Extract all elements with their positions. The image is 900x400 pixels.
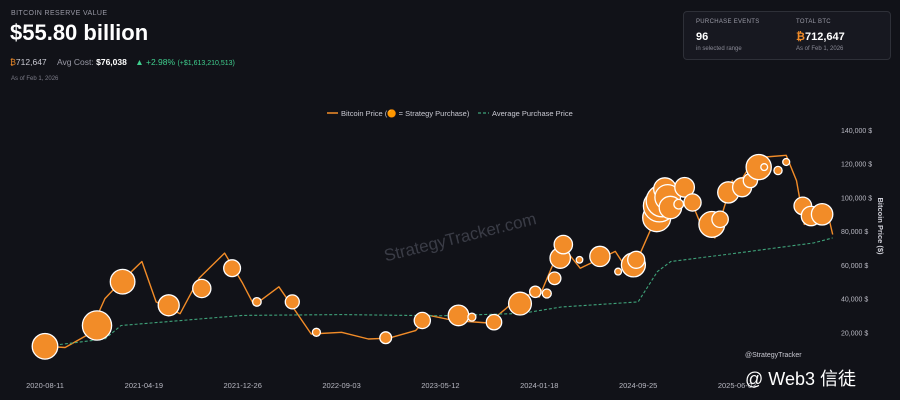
purchase-bubble <box>760 163 769 172</box>
purchase-bubble <box>507 291 533 316</box>
purchase-bubble <box>553 234 574 255</box>
purchase-bubble <box>575 255 584 264</box>
purchase-events-title: PURCHASE EVENTS <box>696 19 760 25</box>
purchase-bubble <box>413 311 432 330</box>
avg-cost-label: Avg Cost: <box>57 57 94 67</box>
btc-symbol: ₿ <box>10 58 16 67</box>
y-tick-label: 20,000 $ <box>841 330 868 337</box>
reserve-label: BITCOIN RESERVE VALUE <box>11 10 108 17</box>
x-tick-label: 2023-05-12 <box>421 381 459 390</box>
total-btc-value: ₿712,647 <box>796 31 845 43</box>
x-tick-label: 2024-09-25 <box>619 381 657 390</box>
purchase-bubble <box>614 267 623 276</box>
average-price-line <box>44 237 833 347</box>
purchase-bubble <box>745 153 772 181</box>
purchase-bubble <box>447 304 470 327</box>
y-tick-label: 120,000 $ <box>841 162 872 169</box>
purchase-bubble <box>109 268 136 295</box>
purchase-bubble <box>674 176 696 198</box>
x-tick-label: 2025-06-03 <box>718 381 756 390</box>
purchase-bubble <box>251 296 262 307</box>
y-tick-label: 40,000 $ <box>841 297 868 304</box>
purchase-bubble <box>284 294 300 310</box>
y-tick-label: 60,000 $ <box>841 263 868 270</box>
purchase-bubble <box>528 285 542 299</box>
purchase-bubble <box>31 332 59 360</box>
y-tick-label: 140,000 $ <box>841 128 872 135</box>
purchase-bubble <box>547 271 562 286</box>
purchase-bubbles <box>31 153 834 360</box>
x-tick-label: 2020-08-11 <box>26 381 64 390</box>
purchase-bubble <box>467 312 477 322</box>
footer-handle: @StrategyTracker <box>745 352 802 359</box>
purchase-bubble <box>589 245 611 268</box>
purchase-bubble <box>81 310 113 341</box>
legend-avg-label: Average Purchase Price <box>492 109 573 118</box>
purchase-events-value: 96 <box>696 31 709 43</box>
purchase-bubble <box>683 193 702 212</box>
btc-amount: 712,647 <box>15 57 47 67</box>
x-tick-label: 2024-01-18 <box>520 381 558 390</box>
purchase-bubble <box>192 278 212 299</box>
y-axis-label: Bitcoin Price ($) <box>876 197 885 255</box>
change-absolute: (+$1,613,210,513) <box>177 60 235 67</box>
x-tick-label: 2022-09-03 <box>322 381 360 390</box>
purchase-events-sub: in selected range <box>696 46 742 52</box>
total-btc: TOTAL BTC ₿712,647 As of Feb 1, 2026 <box>796 19 845 52</box>
legend: Bitcoin Price (🟠 = Strategy Purchase) Av… <box>327 109 573 118</box>
btc-symbol: ₿ <box>796 31 805 43</box>
y-tick-label: 80,000 $ <box>841 229 868 236</box>
purchase-bubble <box>810 202 834 226</box>
total-btc-amount: 712,647 <box>804 31 845 43</box>
purchase-bubble <box>223 259 242 278</box>
watermark: StrategyTracker.com <box>382 209 538 265</box>
purchase-bubble <box>782 157 791 167</box>
change-percent: ▲ +2.98% <box>135 57 176 67</box>
as-of-date: As of Feb 1, 2026 <box>11 76 59 82</box>
total-btc-sub: As of Feb 1, 2026 <box>796 46 844 52</box>
y-tick-label: 100,000 $ <box>841 195 872 202</box>
x-tick-label: 2021-04-19 <box>125 381 163 390</box>
x-axis: 2020-08-11 2021-04-19 2021-12-26 2022-09-03… <box>26 381 756 390</box>
purchase-bubble <box>157 294 180 317</box>
purchase-bubble <box>627 250 646 269</box>
purchase-bubble <box>311 327 322 337</box>
legend-price-label: Bitcoin Price (🟠 = Strategy Purchase) <box>341 109 470 118</box>
purchase-bubble <box>379 331 393 345</box>
purchase-bubble <box>485 313 503 331</box>
purchase-bubble <box>711 210 729 229</box>
stats-row: ₿712,647 Avg Cost: $76,038 ▲ +2.98% (+$1… <box>10 57 235 67</box>
reserve-value: $55.80 billion <box>10 20 149 45</box>
total-btc-title: TOTAL BTC <box>796 19 831 25</box>
y-axis: 140,000 $ 120,000 $ 100,000 $ 80,000 $ 60,00… <box>841 128 872 337</box>
purchase-events: PURCHASE EVENTS 96 in selected range <box>696 19 760 52</box>
avg-cost-value: $76,038 <box>96 57 127 67</box>
purchase-bubble <box>773 165 783 176</box>
summary-card: PURCHASE EVENTS 96 in selected range TOT… <box>683 11 891 60</box>
purchase-bubble <box>673 198 685 210</box>
footer-brand: @ Web3 信徒 <box>745 369 856 389</box>
x-tick-label: 2021-12-26 <box>224 381 262 390</box>
purchase-bubble <box>541 288 552 299</box>
